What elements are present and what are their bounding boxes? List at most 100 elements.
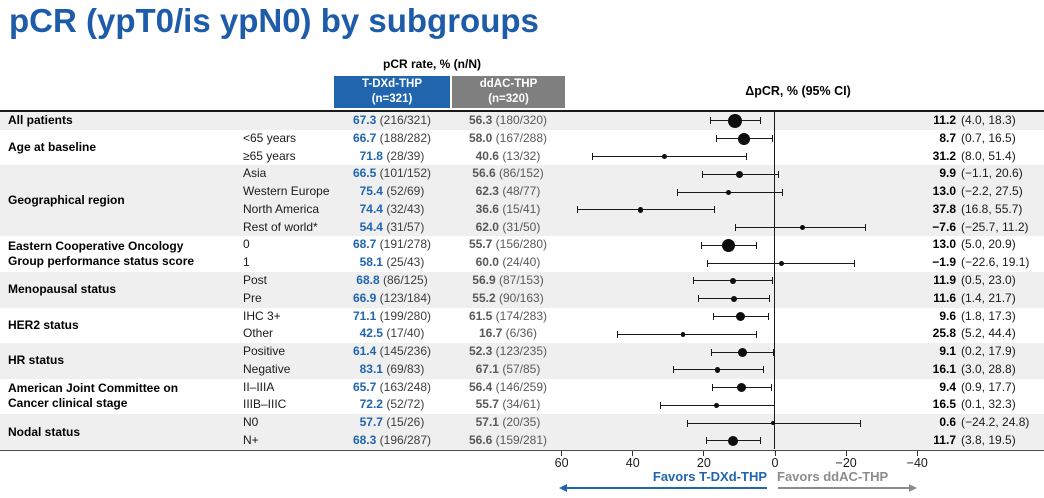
arm1-pct: 72.2 [359, 397, 383, 412]
arm1-pct: 68.7 [352, 237, 377, 252]
arm1-value: 68.3 (196/287) [330, 432, 454, 450]
arm2-nN: (15/41) [502, 201, 541, 216]
arm2-pct: 55.7 [475, 397, 499, 412]
delta-ci: (3.8, 19.5) [961, 433, 1016, 448]
forest-marker [799, 225, 805, 231]
arm1-pct: 61.4 [352, 344, 377, 359]
subgroup-level-label: North America [243, 201, 320, 216]
arm1-nN: (163/248) [379, 379, 432, 394]
ci-cap-right [771, 135, 773, 143]
ci-cap-left [660, 401, 662, 409]
delta-ci: (−24.2, 24.8) [961, 415, 1030, 430]
axis-tick [916, 451, 918, 456]
delta-value: 11.7 (3.8, 19.5) [856, 432, 1028, 450]
delta-pcr-column-header: ΔpCR, % (95% CI) [745, 84, 851, 98]
arm1-value: 74.4 (32/43) [330, 201, 454, 219]
arm1-name: T-DXd-THP [361, 78, 423, 90]
arm1-value: 66.7 (188/282) [330, 130, 454, 148]
delta-point-estimate: 11.9 [933, 273, 956, 288]
arm2-pct: 56.6 [468, 433, 493, 448]
subgroup-level-label: Western Europe [243, 184, 330, 199]
arm2-value: 67.1 (57/85) [448, 361, 568, 379]
arm2-pct: 52.3 [468, 344, 493, 359]
arm1-pct: 68.3 [352, 433, 377, 448]
delta-point-estimate: 9.4 [939, 379, 956, 394]
arm2-pct: 57.1 [475, 415, 499, 430]
arm2-nN: (20/35) [502, 415, 541, 430]
subgroup-level-label: N+ [243, 433, 259, 448]
subgroup-level-label: Post [243, 273, 268, 288]
ci-cap-left [713, 312, 715, 320]
axis-tick [703, 451, 705, 456]
delta-point-estimate: 16.1 [932, 361, 956, 376]
arm2-pct: 36.6 [475, 201, 499, 216]
arm1-value: 68.7 (191/278) [330, 236, 454, 254]
delta-value: 37.8 (16.8, 55.7) [856, 201, 1028, 219]
delta-value: 9.6 (1.8, 17.3) [856, 308, 1028, 326]
arm1-nN: (216/321) [379, 113, 432, 127]
arm2-nN: (86/152) [499, 166, 544, 181]
arm1-value: 71.1 (199/280) [330, 308, 454, 326]
subgroup-label: Menopausal status [8, 282, 117, 297]
ci-whisker [576, 209, 716, 211]
axis-tick-label: 20 [696, 456, 711, 470]
ci-cap-right [763, 366, 765, 374]
subgroup-label: American Joint Committee on Cancer clini… [8, 381, 179, 411]
ci-whisker [617, 333, 757, 335]
ci-cap-right [760, 437, 762, 445]
delta-value: 11.6 (1.4, 21.7) [856, 290, 1028, 308]
subgroup-label: HER2 status [8, 317, 79, 332]
arm1-value: 71.8 (28/39) [330, 148, 454, 166]
arm2-value: 57.1 (20/35) [448, 414, 568, 432]
ci-cap-left [700, 241, 702, 249]
delta-point-estimate: 13.0 [932, 184, 956, 199]
arm2-value: 62.0 (31/50) [448, 219, 568, 237]
arm1-value: 58.1 (25/43) [330, 254, 454, 272]
ci-cap-left [592, 152, 594, 160]
axis-tick-label: 60 [554, 456, 569, 470]
delta-point-estimate: 11.6 [933, 290, 956, 305]
arm2-value: 52.3 (123/235) [448, 343, 568, 361]
arm2-value: 60.0 (24/40) [448, 254, 568, 272]
ci-cap-right [756, 241, 758, 249]
page-title: pCR (ypT0/is ypN0) by subgroups [9, 2, 539, 39]
forest-marker [714, 367, 721, 373]
delta-ci: (0.7, 16.5) [961, 130, 1016, 145]
ci-cap-left [617, 330, 619, 338]
arm2-pct: 56.9 [472, 273, 496, 288]
subgroup-label: Nodal status [8, 424, 81, 439]
delta-point-estimate: 13.0 [932, 237, 956, 252]
arm2-nN: (174/283) [495, 308, 548, 323]
arm2-name: ddAC-THP [479, 78, 538, 90]
arm2-nN: (167/288) [495, 130, 548, 145]
arm2-nN: (87/153) [499, 273, 544, 288]
arm1-pct: 57.7 [359, 415, 383, 430]
delta-ci: (−2.2, 27.5) [961, 184, 1023, 199]
ci-cap-right [773, 348, 775, 356]
forest-marker [738, 132, 751, 145]
subgroup-level-label: Positive [243, 344, 286, 359]
delta-value: 9.1 (0.2, 17.9) [856, 343, 1028, 361]
delta-ci: (5.0, 20.9) [961, 237, 1016, 252]
axis-line [0, 449, 1044, 451]
delta-point-estimate: 9.9 [939, 166, 956, 181]
row-stripe [0, 165, 1044, 237]
arm2-nN: (31/50) [502, 219, 541, 234]
arm1-pct: 71.8 [359, 148, 383, 163]
arm1-nN: (52/69) [386, 184, 425, 199]
arm2-pct: 55.7 [468, 237, 493, 252]
ci-cap-left [697, 295, 699, 303]
ci-cap-left [709, 117, 711, 125]
arm2-value: 40.6 (13/32) [448, 148, 568, 166]
arm2-value: 61.5 (174/283) [448, 308, 568, 326]
arm1-nN: (123/184) [379, 290, 432, 305]
row-stripe [0, 272, 1044, 308]
axis-tick [774, 451, 776, 456]
ci-cap-left [686, 419, 688, 427]
favors-left-arrow [566, 487, 767, 489]
arm1-nN: (31/57) [386, 219, 425, 234]
delta-value: 8.7 (0.7, 16.5) [856, 130, 1028, 148]
arm2-pct: 61.5 [468, 308, 493, 323]
delta-ci: (−1.1, 20.6) [961, 166, 1023, 181]
delta-value: 0.6 (−24.2, 24.8) [856, 414, 1030, 432]
